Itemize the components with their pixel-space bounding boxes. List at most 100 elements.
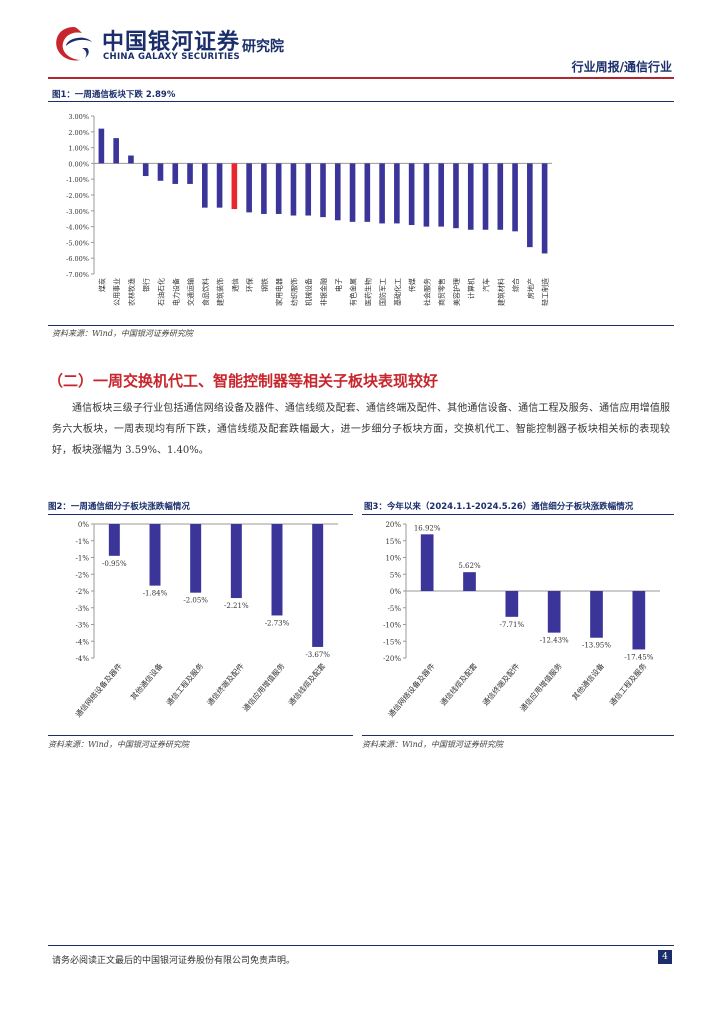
data-label: 5.62% bbox=[458, 562, 481, 570]
y-tick-label: -1% bbox=[76, 538, 90, 546]
figure2-bottom-rule bbox=[48, 735, 353, 736]
bar bbox=[157, 163, 164, 181]
report-tag: 行业周报/通信行业 bbox=[571, 60, 672, 74]
x-category-label: 其他通信设备 bbox=[569, 660, 606, 701]
data-label: -0.95% bbox=[102, 560, 127, 568]
y-tick-label: 15% bbox=[385, 538, 401, 546]
x-category-label: 通信网络设备及器件 bbox=[73, 660, 124, 719]
y-tick-label: -3.00% bbox=[66, 208, 89, 216]
x-category-label: 环保 bbox=[245, 278, 254, 292]
bar bbox=[423, 163, 430, 227]
x-category-label: 通信线缆及配套 bbox=[438, 660, 480, 707]
y-tick-label: -7.00% bbox=[66, 271, 89, 279]
bar bbox=[334, 163, 341, 221]
bar bbox=[512, 163, 518, 232]
bar bbox=[231, 163, 238, 210]
bar bbox=[113, 138, 119, 164]
y-tick-label: -1% bbox=[76, 555, 90, 563]
x-category-label: 通信网络设备及器件 bbox=[386, 660, 437, 719]
brand-name-en: CHINA GALAXY SECURITIES bbox=[103, 52, 240, 62]
x-category-label: 计算机 bbox=[467, 278, 476, 299]
bar bbox=[408, 163, 415, 226]
x-category-label: 机械设备 bbox=[304, 278, 313, 306]
figure2-chart: 0% -1% -1% -2% -2% -3% -3% -4% -4% -0.95% 通信网络设备及器… bbox=[73, 521, 338, 719]
x-category-label: 通信线缆及配套 bbox=[286, 660, 328, 707]
x-category-label: 房地产 bbox=[526, 278, 535, 299]
figure1-top-rule bbox=[48, 101, 674, 102]
bar bbox=[379, 163, 385, 224]
data-label: -3.67% bbox=[305, 651, 330, 659]
x-category-label: 纺织服饰 bbox=[289, 278, 298, 306]
x-category-label: 电子 bbox=[334, 278, 343, 292]
x-category-label: 通信终端及配件 bbox=[480, 660, 522, 707]
x-category-label: 通信应用增值服务 bbox=[517, 660, 564, 713]
x-category-label: 建筑材料 bbox=[496, 278, 505, 306]
figure2-source: 资料来源：Wind，中国银河证券研究院 bbox=[48, 740, 189, 749]
data-label: -17.45% bbox=[624, 653, 653, 661]
y-tick-label: 0% bbox=[390, 588, 401, 596]
x-category-label: 非银金融 bbox=[319, 278, 328, 306]
y-tick-label: -3% bbox=[76, 622, 90, 630]
x-category-label: 钢铁 bbox=[260, 278, 269, 292]
x-category-label: 通信应用增值服务 bbox=[240, 660, 287, 713]
bar bbox=[312, 524, 324, 647]
bar bbox=[275, 163, 282, 214]
figure2-top-rule bbox=[48, 514, 353, 515]
y-tick-label: -20% bbox=[383, 655, 401, 663]
bar bbox=[505, 591, 519, 617]
y-tick-label: 1.00% bbox=[68, 145, 89, 153]
data-label: -7.71% bbox=[500, 621, 525, 629]
x-category-label: 公用事业 bbox=[112, 278, 121, 306]
bar bbox=[547, 591, 561, 633]
header-divider bbox=[48, 77, 674, 79]
y-tick-label: -4% bbox=[76, 638, 90, 646]
x-category-label: 综合 bbox=[511, 278, 520, 292]
y-tick-label: -3% bbox=[76, 605, 90, 613]
x-category-label: 有色金属 bbox=[349, 278, 358, 306]
y-tick-label: -2% bbox=[76, 588, 90, 596]
bar bbox=[128, 155, 134, 164]
y-tick-label: -2% bbox=[76, 571, 90, 579]
y-tick-label: 10% bbox=[385, 555, 401, 563]
x-category-label: 医药生物 bbox=[363, 278, 372, 306]
figure1-title: 图1：一周通信板块下跌 2.89% bbox=[52, 90, 176, 100]
x-category-label: 基础化工 bbox=[393, 278, 402, 306]
y-tick-label: 0% bbox=[78, 521, 89, 529]
x-category-label: 通信工程及服务 bbox=[164, 660, 206, 707]
bar bbox=[108, 524, 120, 556]
bar bbox=[261, 163, 267, 214]
data-label: -2.05% bbox=[183, 597, 208, 605]
y-tick-label: 5% bbox=[390, 571, 401, 579]
footer-divider bbox=[48, 945, 674, 946]
data-label: -13.95% bbox=[582, 642, 611, 650]
data-label: 16.92% bbox=[414, 524, 441, 532]
bar bbox=[467, 163, 474, 230]
figure3-chart: 20% 15% 10% 5% 0% -5% -10% -15% -20% 16.92% 通信网络设备… bbox=[383, 521, 660, 719]
x-category-label: 交通运输 bbox=[186, 278, 195, 306]
figure2-title: 图2：一周通信细分子板块涨跌幅情况 bbox=[48, 502, 190, 512]
bar bbox=[541, 163, 548, 254]
bar bbox=[453, 163, 459, 229]
bar bbox=[482, 163, 489, 230]
section-title: （二）一周交换机代工、智能控制器等相关子板块表现较好 bbox=[48, 372, 439, 390]
x-category-label: 银行 bbox=[142, 278, 151, 292]
y-tick-label: -1.00% bbox=[66, 176, 89, 184]
bar bbox=[190, 524, 202, 593]
bar bbox=[305, 163, 312, 216]
x-category-label: 轻工制造 bbox=[541, 278, 550, 306]
bar bbox=[527, 163, 533, 248]
x-category-label: 通信 bbox=[230, 278, 239, 292]
y-tick-label: -6.00% bbox=[66, 255, 89, 263]
bar bbox=[632, 591, 646, 650]
bar bbox=[394, 163, 400, 224]
bar bbox=[349, 163, 356, 222]
x-category-label: 国防军工 bbox=[378, 278, 387, 306]
y-tick-label: 20% bbox=[385, 521, 401, 529]
figure3-title: 图3：今年以来（2024.1.1-2024.5.26）通信细分子板块涨跌幅情况 bbox=[364, 502, 634, 512]
data-label: -1.84% bbox=[143, 590, 168, 598]
bar bbox=[187, 163, 193, 184]
bar bbox=[142, 163, 149, 177]
x-category-label: 电力设备 bbox=[171, 278, 180, 306]
data-label: -2.73% bbox=[265, 619, 290, 627]
figure3-bottom-rule bbox=[362, 735, 674, 736]
